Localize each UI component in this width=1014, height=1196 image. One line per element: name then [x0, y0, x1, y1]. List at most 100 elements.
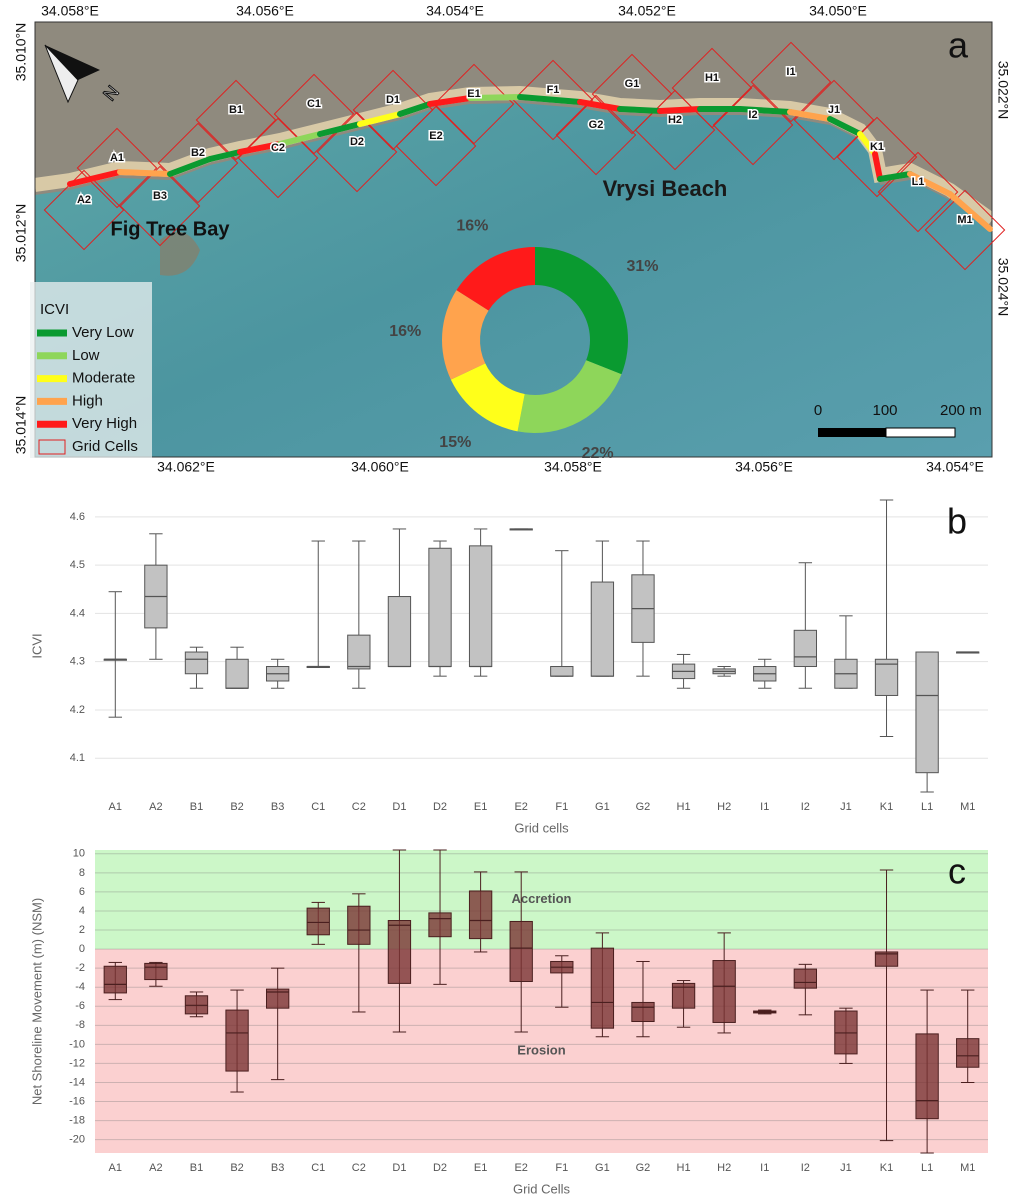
- y-tick-label: 6: [79, 886, 85, 898]
- y-tick-label: 0: [79, 943, 85, 955]
- grid-cell-label: E2: [429, 130, 442, 142]
- legend-label: High: [72, 392, 103, 409]
- box: [429, 548, 451, 666]
- grid-cell-label: G2: [589, 119, 604, 131]
- x-tick-label: I2: [801, 1162, 810, 1174]
- grid-cell-label: K1: [870, 141, 884, 153]
- y-tick-label: 4.1: [70, 752, 85, 764]
- longitude-label: 34.056°E: [735, 459, 793, 475]
- longitude-label: 34.052°E: [618, 3, 676, 19]
- longitude-label: 34.058°E: [41, 3, 99, 19]
- box: [875, 659, 897, 695]
- y-tick-label: -10: [69, 1038, 85, 1050]
- box: [348, 906, 370, 944]
- grid-cell-label: L1: [912, 176, 925, 188]
- y-tick-label: -8: [75, 1019, 85, 1031]
- data-label: 16%: [389, 323, 421, 340]
- y-tick-label: -16: [69, 1095, 85, 1107]
- data-label: 16%: [456, 217, 488, 234]
- grid-cell-label: E1: [467, 88, 480, 100]
- grid-cell-label: J1: [828, 104, 840, 116]
- panel-label: b: [947, 501, 967, 542]
- x-tick-label: H1: [677, 1162, 691, 1174]
- y-tick-label: -20: [69, 1134, 85, 1146]
- x-tick-label: A1: [109, 1162, 122, 1174]
- y-tick-label: 10: [73, 848, 85, 860]
- legend-label: Low: [72, 347, 100, 364]
- grid-cell-label: B2: [191, 147, 205, 159]
- x-tick-label: I1: [760, 801, 769, 813]
- x-tick-label: J1: [840, 801, 852, 813]
- latitude-label: 35.022°N: [995, 61, 1011, 120]
- x-tick-label: B1: [190, 1162, 203, 1174]
- y-axis-label: Net Shoreline Movement (m) (NSM): [29, 898, 44, 1105]
- grid-cell-label: C2: [271, 142, 285, 154]
- legend-label: Grid Cells: [72, 438, 138, 455]
- x-tick-label: B3: [271, 801, 284, 813]
- zone-label: Accretion: [512, 891, 572, 906]
- scale-bar: [818, 428, 886, 437]
- box: [469, 891, 491, 939]
- x-tick-label: I1: [760, 1162, 769, 1174]
- x-tick-label: G2: [636, 1162, 651, 1174]
- x-tick-label: D2: [433, 801, 447, 813]
- scale-label: 100: [872, 402, 897, 419]
- x-tick-label: A2: [149, 1162, 162, 1174]
- x-tick-label: C1: [311, 1162, 325, 1174]
- place-name: Vrysi Beach: [603, 176, 728, 201]
- x-tick-label: C2: [352, 801, 366, 813]
- grid-cell-label: D1: [386, 94, 400, 106]
- x-tick-label: B2: [230, 801, 243, 813]
- x-tick-label: B2: [230, 1162, 243, 1174]
- shoreline-segment: [120, 172, 170, 174]
- box: [794, 969, 816, 988]
- x-tick-label: D2: [433, 1162, 447, 1174]
- grid-cell-label: G1: [625, 78, 640, 90]
- x-tick-label: G2: [636, 801, 651, 813]
- box: [388, 597, 410, 667]
- data-label: 31%: [627, 258, 659, 275]
- shoreline-segment: [620, 109, 660, 111]
- box: [185, 652, 207, 674]
- y-tick-label: 4.2: [70, 704, 85, 716]
- y-tick-label: 8: [79, 867, 85, 879]
- grid-cell-label: H2: [668, 114, 682, 126]
- longitude-label: 34.050°E: [809, 3, 867, 19]
- x-tick-label: L1: [921, 801, 933, 813]
- y-tick-label: 4.3: [70, 656, 85, 668]
- longitude-label: 34.056°E: [236, 3, 294, 19]
- box: [794, 630, 816, 666]
- x-tick-label: E2: [514, 801, 527, 813]
- box: [916, 652, 938, 773]
- longitude-label: 34.054°E: [926, 459, 984, 475]
- box: [145, 963, 167, 979]
- grid-cell-label: M1: [957, 214, 972, 226]
- legend-label: Moderate: [72, 370, 135, 387]
- panel-label: c: [948, 851, 966, 892]
- x-tick-label: A1: [109, 801, 122, 813]
- latitude-label: 35.010°N: [13, 23, 29, 82]
- x-tick-label: D1: [392, 801, 406, 813]
- data-label: 15%: [439, 434, 471, 451]
- box: [713, 961, 735, 1023]
- x-axis-label: Grid Cells: [513, 1181, 571, 1196]
- y-tick-label: 2: [79, 924, 85, 936]
- figure: A1A2B1B2B3C1C2D1D2E1E2F1G1G2H1H2I1I2J1K1…: [0, 0, 1014, 1196]
- y-tick-label: -12: [69, 1057, 85, 1069]
- grid-cell-label: A1: [110, 152, 124, 164]
- grid-cell-label: H1: [705, 72, 719, 84]
- x-tick-label: C2: [352, 1162, 366, 1174]
- box: [226, 659, 248, 688]
- x-tick-label: H2: [717, 801, 731, 813]
- place-name: Fig Tree Bay: [111, 218, 231, 240]
- box: [632, 1002, 654, 1021]
- x-tick-label: I2: [801, 801, 810, 813]
- legend-label: Very Low: [72, 324, 134, 341]
- y-tick-label: 4: [79, 905, 85, 917]
- x-tick-label: G1: [595, 801, 610, 813]
- x-tick-label: K1: [880, 1162, 893, 1174]
- x-tick-label: B1: [190, 801, 203, 813]
- x-axis-label: Grid cells: [514, 820, 569, 835]
- x-tick-label: H1: [677, 801, 691, 813]
- scale-bar: [886, 428, 955, 437]
